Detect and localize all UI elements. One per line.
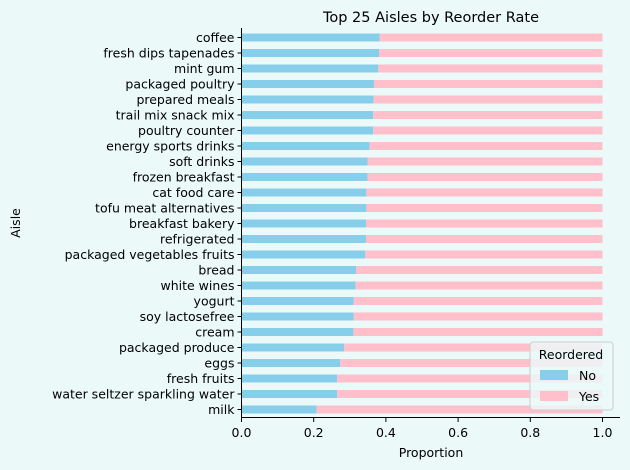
- bar-no: [241, 49, 380, 57]
- bar-no: [241, 359, 341, 367]
- bar-no: [241, 33, 380, 42]
- bar-no: [241, 374, 338, 383]
- y-tick-label: soy lactosefree: [140, 309, 235, 324]
- bar-yes: [316, 405, 603, 414]
- bar-yes: [366, 219, 603, 228]
- x-tick-label: 0.6: [448, 425, 468, 440]
- bar-no: [241, 328, 354, 336]
- bar-yes: [379, 49, 603, 57]
- bar-no: [241, 157, 368, 166]
- bar-no: [241, 343, 345, 352]
- bar-yes: [369, 142, 603, 150]
- y-tick-label: packaged produce: [119, 340, 235, 355]
- bar-yes: [373, 95, 603, 104]
- bar-yes: [356, 266, 603, 274]
- bar-no: [241, 390, 338, 398]
- bar-yes: [366, 204, 603, 212]
- legend-label-no: No: [579, 368, 596, 383]
- bar-no: [241, 312, 354, 321]
- y-tick-label: water seltzer sparkling water: [52, 387, 235, 402]
- bar-no: [241, 250, 366, 259]
- bar-yes: [353, 328, 603, 336]
- y-tick-label: poultry counter: [138, 123, 235, 138]
- legend-label-yes: Yes: [578, 389, 599, 404]
- bar-no: [241, 235, 367, 243]
- x-tick-label: 0.8: [520, 425, 540, 440]
- y-tick-label: frozen breakfast: [133, 170, 235, 185]
- y-tick-label: soft drinks: [169, 154, 234, 169]
- bar-yes: [340, 359, 603, 367]
- bar-no: [241, 95, 374, 104]
- bar-no: [241, 266, 357, 274]
- y-tick-label: energy sports drinks: [106, 139, 234, 154]
- y-tick-label: mint gum: [174, 61, 234, 76]
- legend-title: Reordered: [539, 347, 604, 362]
- bar-yes: [366, 235, 603, 243]
- bar-no: [241, 64, 379, 73]
- bar-no: [241, 188, 367, 197]
- bar-yes: [353, 312, 603, 321]
- bar-yes: [379, 33, 603, 42]
- legend: Reordered No Yes: [529, 341, 614, 411]
- y-tick-label: eggs: [204, 356, 234, 371]
- bar-no: [241, 173, 368, 181]
- bar-yes: [366, 188, 603, 197]
- bar-no: [241, 204, 367, 212]
- y-tick-label: milk: [208, 402, 235, 417]
- bar-yes: [337, 390, 603, 398]
- bar-yes: [337, 374, 603, 383]
- y-axis-label: Aisle: [8, 208, 23, 238]
- bar-yes: [378, 64, 603, 73]
- y-tick-label: tofu meat alternatives: [95, 201, 234, 216]
- y-tick-label: packaged poultry: [125, 77, 235, 92]
- y-tick-label: fresh dips tapenades: [103, 46, 234, 61]
- bars-group: [241, 33, 603, 414]
- bar-no: [241, 111, 374, 119]
- y-tick-label: fresh fruits: [167, 371, 235, 386]
- bar-no: [241, 80, 374, 88]
- bar-yes: [367, 157, 603, 166]
- bar-no: [241, 405, 317, 414]
- bar-no: [241, 126, 374, 135]
- x-axis: 0.0 0.2 0.4 0.6 0.8 1.0: [232, 418, 613, 440]
- x-tick-label: 0.0: [232, 425, 252, 440]
- y-tick-label: yogurt: [194, 294, 235, 309]
- bar-no: [241, 219, 367, 228]
- legend-swatch-yes: [540, 391, 568, 401]
- chart-title: Top 25 Aisles by Reorder Rate: [322, 10, 539, 26]
- y-tick-label: packaged vegetables fruits: [65, 247, 235, 262]
- bar-yes: [355, 281, 603, 290]
- y-tick-label: cat food care: [152, 185, 234, 200]
- bar-yes: [353, 297, 603, 305]
- x-tick-label: 0.4: [376, 425, 396, 440]
- bar-no: [241, 142, 370, 150]
- bar-no: [241, 297, 354, 305]
- y-tick-label: breakfast bakery: [129, 216, 235, 231]
- x-axis-label: Proportion: [399, 445, 464, 460]
- bar-yes: [367, 173, 603, 181]
- legend-swatch-no: [540, 370, 568, 380]
- y-tick-label: trail mix snack mix: [116, 108, 235, 123]
- y-tick-label: cream: [195, 325, 234, 340]
- x-tick-label: 0.2: [304, 425, 324, 440]
- y-tick-label: coffee: [196, 30, 235, 45]
- bar-yes: [344, 343, 603, 352]
- y-tick-label: prepared meals: [136, 92, 234, 107]
- bar-yes: [373, 111, 603, 119]
- x-tick-label: 1.0: [593, 425, 613, 440]
- bar-yes: [373, 126, 603, 135]
- bar-yes: [373, 80, 603, 88]
- y-tick-label: refrigerated: [160, 232, 235, 247]
- y-tick-label: bread: [198, 263, 234, 278]
- bar-yes: [365, 250, 603, 259]
- bar-no: [241, 281, 356, 290]
- y-tick-label: white wines: [160, 278, 234, 293]
